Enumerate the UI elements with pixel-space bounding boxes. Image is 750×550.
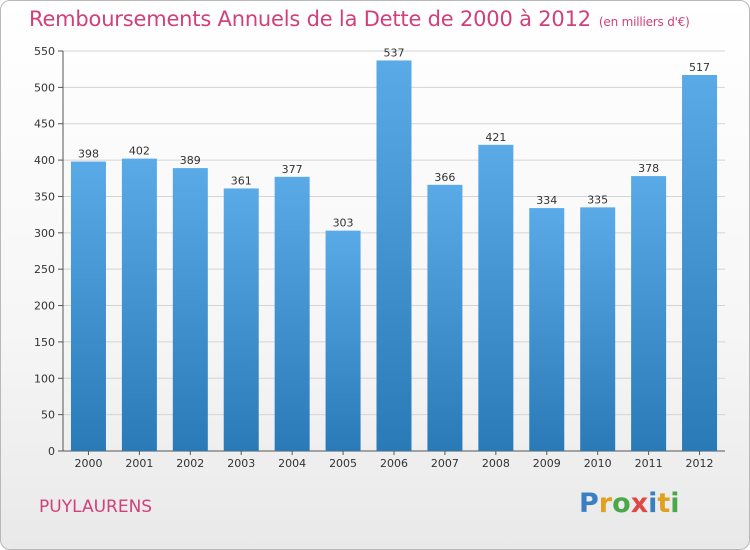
- data-label-2004: 377: [282, 163, 303, 176]
- axes: 0 50 100 150 200 250 300 350 400 450 500 550 2000 200…: [34, 45, 725, 470]
- bar-2005: [325, 230, 361, 451]
- y-tick-label: 200: [34, 300, 55, 313]
- bar-2003: [223, 188, 259, 452]
- bar-2004: [274, 176, 310, 451]
- data-label-2008: 421: [485, 131, 506, 144]
- bar-2006: [376, 60, 412, 452]
- y-tick-label: 50: [41, 409, 55, 422]
- y-tick-label: 0: [48, 445, 55, 458]
- logo-letter: i: [670, 488, 680, 519]
- x-tick-label-2010: 2010: [584, 457, 612, 470]
- data-label-2005: 303: [333, 217, 354, 230]
- data-label-2009: 334: [536, 194, 557, 207]
- bar-2009: [529, 208, 565, 451]
- logo-letter: x: [630, 488, 649, 519]
- data-label-2003: 361: [231, 174, 252, 187]
- x-tick-label-2000: 2000: [74, 457, 102, 470]
- proxiti-logo: Proxiti: [579, 488, 680, 519]
- logo-letter: t: [657, 488, 671, 519]
- x-tick-label-2006: 2006: [380, 457, 408, 470]
- x-tick-label-2003: 2003: [227, 457, 255, 470]
- y-tick-label: 350: [34, 190, 55, 203]
- bar-2002: [172, 168, 208, 451]
- data-label-2010: 335: [587, 193, 608, 206]
- data-label-2006: 537: [384, 46, 405, 59]
- y-tick-label: 500: [34, 81, 55, 94]
- x-tick-label-2007: 2007: [431, 457, 459, 470]
- labels: 398 402 389 361 377 303 537 366 421 334 335 378 517: [78, 46, 710, 229]
- data-label-2000: 398: [78, 148, 99, 161]
- y-tick-label: 400: [34, 154, 55, 167]
- x-tick-label-2008: 2008: [482, 457, 510, 470]
- y-tick-label: 450: [34, 118, 55, 131]
- x-tick-label-2005: 2005: [329, 457, 357, 470]
- chart-title: Remboursements Annuels de la Dette de 20…: [29, 7, 690, 31]
- bar-2000: [70, 161, 106, 451]
- data-label-2012: 517: [689, 61, 710, 74]
- data-label-2001: 402: [129, 145, 150, 158]
- y-tick-label: 150: [34, 336, 55, 349]
- x-tick-label-2009: 2009: [533, 457, 561, 470]
- bar-2012: [682, 75, 718, 451]
- data-label-2002: 389: [180, 154, 201, 167]
- bar-2010: [580, 207, 616, 451]
- y-tick-label: 250: [34, 263, 55, 276]
- x-tick-label-2012: 2012: [686, 457, 714, 470]
- bar-2007: [427, 184, 463, 451]
- x-tick-label-2001: 2001: [125, 457, 153, 470]
- x-tick-label-2002: 2002: [176, 457, 204, 470]
- data-label-2007: 366: [434, 171, 455, 184]
- place-name: PUYLAURENS: [39, 497, 153, 517]
- x-tick-label-2004: 2004: [278, 457, 306, 470]
- chart-subtitle: (en milliers d'€): [598, 15, 690, 29]
- bars: [70, 60, 718, 452]
- logo-letter: P: [579, 488, 599, 519]
- data-label-2011: 378: [638, 162, 659, 175]
- x-tick-label-2011: 2011: [635, 457, 663, 470]
- bar-2011: [631, 176, 667, 451]
- bar-2008: [478, 144, 514, 451]
- y-tick-label: 550: [34, 45, 55, 58]
- logo-letter: r: [598, 488, 613, 519]
- y-tick-label: 100: [34, 372, 55, 385]
- bar-2001: [121, 158, 157, 452]
- logo-letter: o: [612, 488, 631, 519]
- y-tick-label: 300: [34, 227, 55, 240]
- logo-letter: i: [648, 488, 658, 519]
